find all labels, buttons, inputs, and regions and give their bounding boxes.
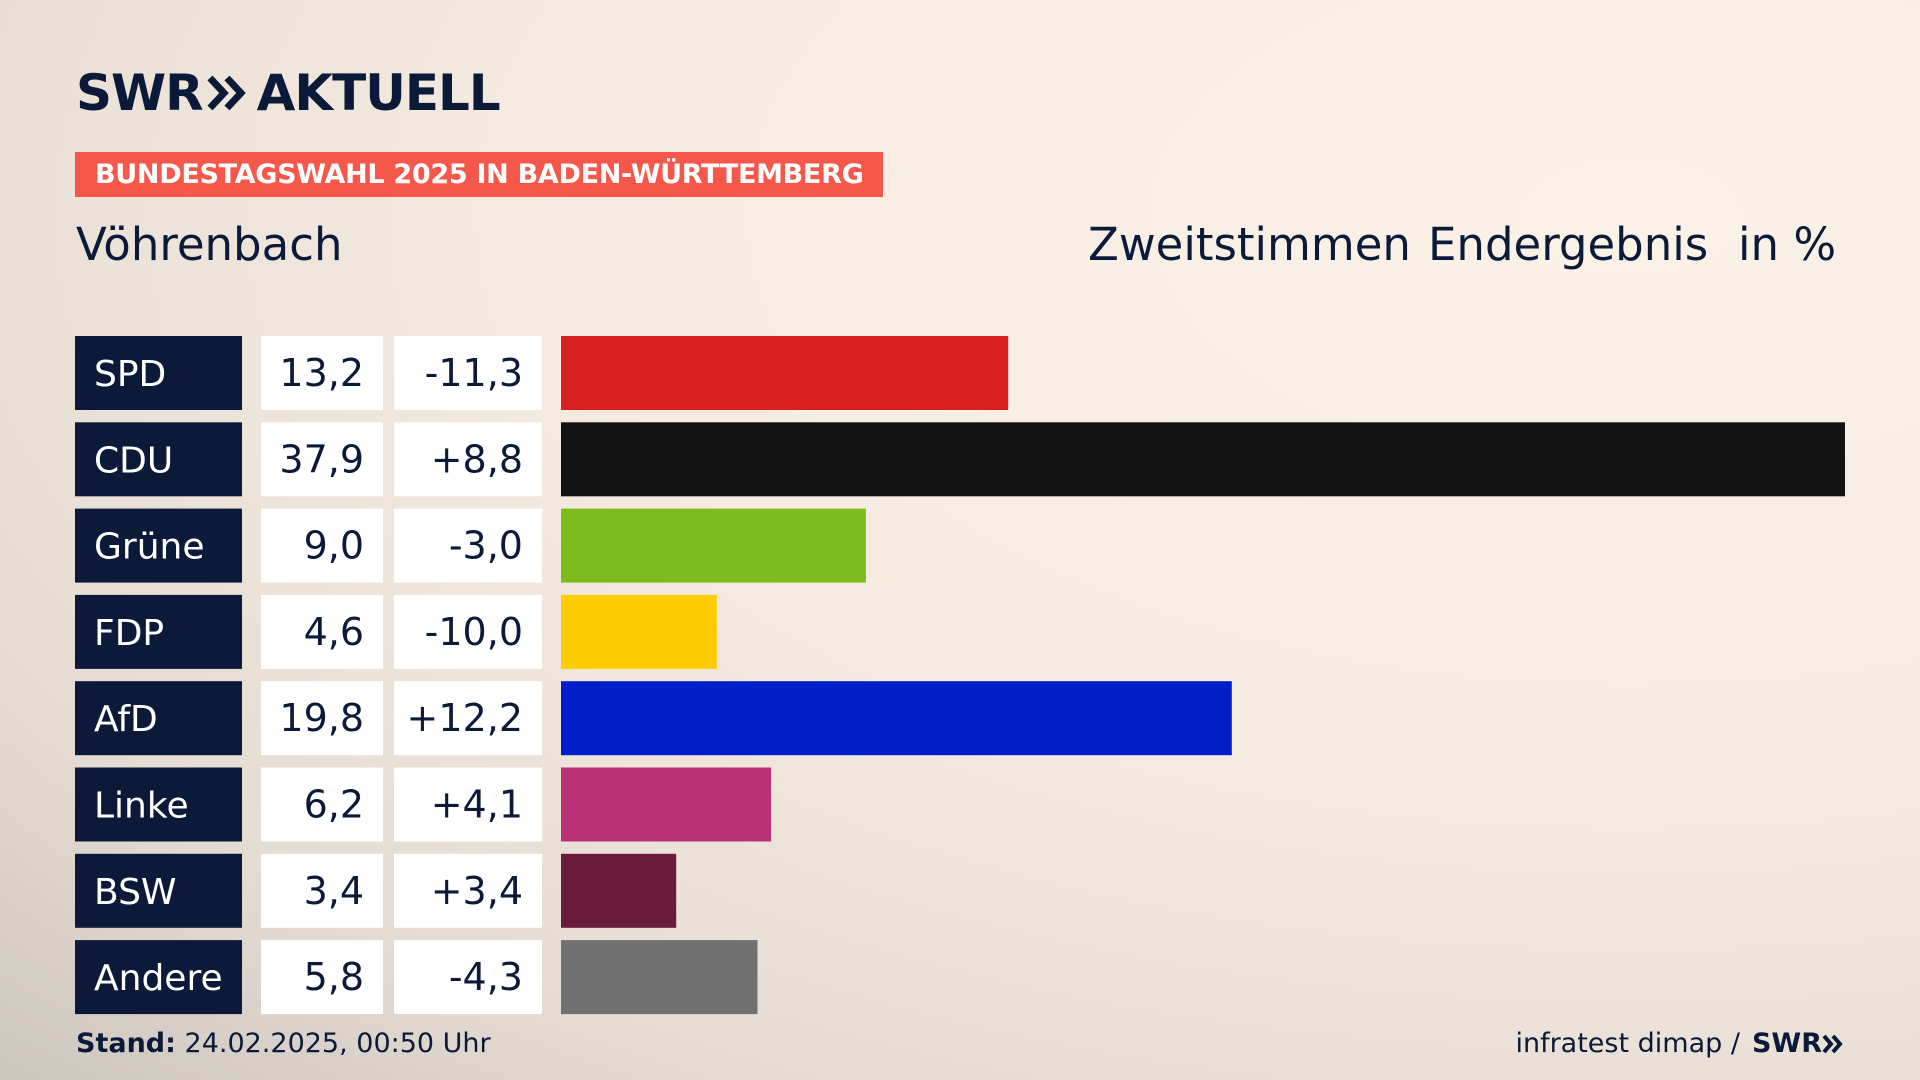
- party-label-box: [75, 508, 242, 583]
- bar-andere: [561, 940, 758, 1015]
- stand-value: 24.02.2025, 00:50 Uhr: [184, 1028, 491, 1059]
- change-cell: [394, 422, 542, 497]
- change-label: -3,0: [449, 524, 523, 568]
- party-label-box: [75, 853, 242, 928]
- value-cell: [261, 681, 383, 756]
- bar-grüne: [561, 508, 866, 583]
- change-cell: [394, 508, 542, 583]
- value-cell: [261, 767, 383, 842]
- bar-afd: [561, 681, 1232, 756]
- status-label: Endergebnis: [1428, 218, 1709, 271]
- change-label: +8,8: [431, 437, 523, 481]
- party-label-box: [75, 681, 242, 756]
- value-cell: [261, 422, 383, 497]
- party-name: AfD: [94, 699, 158, 740]
- party-label-box: [75, 422, 242, 497]
- swr-aktuell-logo: SWR AKTUELL: [76, 64, 501, 122]
- change-cell: [394, 940, 542, 1015]
- source-brand-text: SWR: [1751, 1028, 1822, 1059]
- bar-linke: [561, 767, 772, 842]
- change-label: -10,0: [425, 610, 523, 654]
- source-text: infratest dimap /: [1515, 1028, 1740, 1059]
- value-label: 19,8: [279, 696, 364, 740]
- party-name: BSW: [94, 872, 177, 913]
- double-chevron-icon: [1822, 1034, 1843, 1053]
- change-cell: [394, 767, 542, 842]
- value-cell: [261, 940, 383, 1015]
- value-label: 4,6: [304, 610, 364, 654]
- change-label: -4,3: [449, 955, 523, 999]
- timestamp: Stand: 24.02.2025, 00:50 Uhr: [76, 1028, 491, 1059]
- source-brand: SWR: [1752, 1028, 1844, 1059]
- change-label: -11,3: [425, 351, 523, 395]
- party-name: SPD: [94, 354, 166, 395]
- change-label: +4,1: [431, 783, 523, 827]
- party-label-box: [75, 594, 242, 669]
- value-cell: [261, 594, 383, 669]
- value-label: 9,0: [304, 524, 364, 568]
- value-cell: [261, 336, 383, 410]
- logo-aktuell-text: AKTUELL: [256, 64, 501, 122]
- logo-swr-text: SWR: [76, 64, 204, 122]
- change-cell: [394, 594, 542, 669]
- party-name: FDP: [94, 613, 164, 654]
- change-cell: [394, 681, 542, 756]
- change-label: +12,2: [407, 696, 523, 740]
- bar-fdp: [561, 594, 717, 669]
- vote-type-label: Zweitstimmen: [1088, 218, 1411, 271]
- value-label: 3,4: [304, 869, 364, 913]
- stand-label: Stand:: [76, 1028, 176, 1059]
- party-name: CDU: [94, 440, 173, 481]
- party-name: Linke: [94, 786, 189, 827]
- party-name: Andere: [94, 958, 223, 999]
- value-label: 13,2: [279, 351, 364, 395]
- double-chevron-icon: [207, 75, 246, 111]
- party-label-box: [75, 336, 242, 410]
- value-label: 37,9: [279, 437, 364, 481]
- place-title: Vöhrenbach: [76, 218, 343, 271]
- unit-label: in %: [1738, 218, 1837, 271]
- party-name: Grüne: [94, 527, 204, 568]
- bar-cdu: [561, 422, 1845, 497]
- change-cell: [394, 853, 542, 928]
- value-label: 6,2: [304, 783, 364, 827]
- party-label-box: [75, 940, 242, 1015]
- change-label: +3,4: [431, 869, 523, 913]
- election-tag: BUNDESTAGSWAHL 2025 IN BADEN-WÜRTTEMBERG: [75, 152, 884, 197]
- party-label-box: [75, 767, 242, 842]
- bar-bsw: [561, 853, 677, 928]
- value-label: 5,8: [304, 955, 364, 999]
- value-cell: [261, 508, 383, 583]
- value-cell: [261, 853, 383, 928]
- bar-spd: [561, 336, 1009, 410]
- change-cell: [394, 336, 542, 410]
- source-credit: infratest dimap / SWR: [1515, 1028, 1844, 1059]
